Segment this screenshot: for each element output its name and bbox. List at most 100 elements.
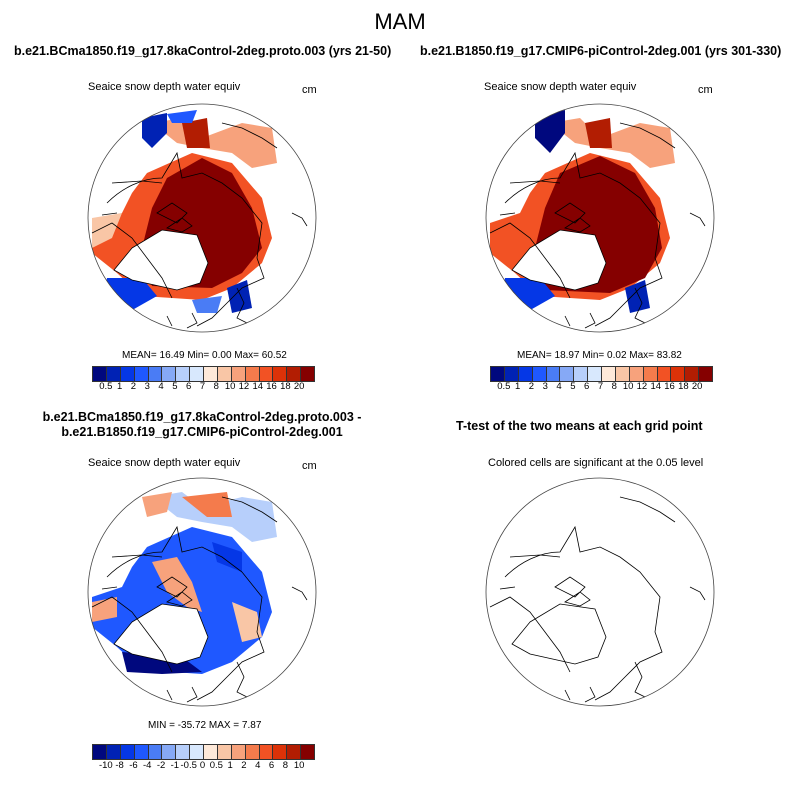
colorbar-swatch bbox=[148, 367, 163, 381]
colorbar-tick-label: 6 bbox=[268, 760, 275, 771]
colorbar-swatch bbox=[106, 367, 121, 381]
colorbar-swatch bbox=[518, 367, 533, 381]
colorbar-swatch bbox=[217, 745, 232, 759]
panel-2-title: b.e21.B1850.f19_g17.CMIP6-piControl-2deg… bbox=[420, 44, 782, 58]
colorbar-tick-label: -10 bbox=[98, 760, 113, 771]
figure-title: MAM bbox=[374, 9, 426, 34]
panel-4-title: T-test of the two means at each grid poi… bbox=[456, 419, 703, 433]
panel-1-stats: MEAN= 16.49 Min= 0.00 Max= 60.52 bbox=[122, 350, 287, 361]
map-panel-4 bbox=[485, 477, 715, 707]
colorbar-swatch bbox=[287, 367, 302, 381]
colorbar-2-labels: 0.5 1 2 3 4 5 6 7 8 10 12 14 16 18 20 bbox=[490, 381, 711, 393]
colorbar-tick-label: 5 bbox=[172, 381, 178, 392]
colorbar-swatch bbox=[217, 367, 232, 381]
colorbar-swatch bbox=[120, 367, 135, 381]
colorbar-tick-label: 8 bbox=[213, 381, 219, 392]
colorbar-tick-label: 2 bbox=[528, 381, 535, 392]
panel-3-stats: MIN = -35.72 MAX = 7.87 bbox=[148, 720, 262, 731]
colorbar-tick-label: 18 bbox=[280, 381, 291, 392]
colorbar-2 bbox=[490, 366, 713, 382]
colorbar-tick-label: 6 bbox=[186, 381, 192, 392]
panel-3-title: b.e21.BCma1850.f19_g17.8kaControl-2deg.p… bbox=[42, 410, 362, 439]
colorbar-swatch bbox=[273, 745, 288, 759]
colorbar-swatch bbox=[273, 367, 288, 381]
colorbar-swatch bbox=[546, 367, 561, 381]
map-panel-1 bbox=[87, 103, 317, 333]
panel-3-units: cm bbox=[302, 460, 317, 472]
map-panel-3 bbox=[87, 477, 317, 707]
panel-2-stats: MEAN= 18.97 Min= 0.02 Max= 83.82 bbox=[517, 350, 682, 361]
colorbar-swatch bbox=[162, 367, 177, 381]
colorbar-swatch bbox=[134, 367, 149, 381]
colorbar-tick-label: -4 bbox=[143, 760, 152, 771]
colorbar-swatch bbox=[176, 367, 191, 381]
colorbar-swatch bbox=[106, 745, 121, 759]
colorbar-swatch bbox=[532, 367, 547, 381]
colorbar-tick-label: -2 bbox=[156, 760, 166, 771]
panel-2-left-string: Seaice snow depth water equiv bbox=[484, 81, 637, 93]
colorbar-swatch bbox=[162, 745, 177, 759]
colorbar-tick-label: 18 bbox=[678, 381, 689, 392]
colorbar-tick-label: 0.5 bbox=[209, 760, 223, 771]
colorbar-swatch bbox=[204, 745, 218, 759]
colorbar-tick-label: 6 bbox=[584, 381, 590, 392]
panel-1-left-string: Seaice snow depth water equiv bbox=[88, 81, 241, 93]
colorbar-tick-label: 12 bbox=[238, 381, 250, 392]
colorbar-tick-label: 10 bbox=[622, 381, 634, 392]
colorbar-tick-label: 10 bbox=[224, 381, 236, 392]
colorbar-swatch bbox=[301, 745, 314, 759]
colorbar-swatch bbox=[643, 367, 658, 381]
colorbar-swatch bbox=[671, 367, 686, 381]
colorbar-1-labels: 0.5 1 2 3 4 5 6 7 8 10 12 14 16 18 20 bbox=[92, 381, 313, 393]
panel-1-title: b.e21.BCma1850.f19_g17.8kaControl-2deg.p… bbox=[14, 44, 392, 58]
colorbar-3 bbox=[92, 744, 315, 760]
colorbar-tick-label: 1 bbox=[227, 760, 233, 771]
colorbar-tick-label: 16 bbox=[664, 381, 675, 392]
colorbar-tick-label: 5 bbox=[570, 381, 576, 392]
colorbar-swatch bbox=[93, 745, 107, 759]
colorbar-tick-label: 1 bbox=[116, 381, 123, 392]
colorbar-tick-label: 4 bbox=[255, 760, 261, 771]
colorbar-tick-label: 14 bbox=[252, 381, 264, 392]
colorbar-swatch bbox=[685, 367, 700, 381]
colorbar-swatch bbox=[176, 745, 191, 759]
colorbar-swatch bbox=[93, 367, 107, 381]
colorbar-swatch bbox=[231, 745, 246, 759]
colorbar-swatch bbox=[588, 367, 602, 381]
colorbar-3-labels: -10 -8 -6 -4 -2 -1 -0.5 0 0.5 1 2 4 6 8 10 bbox=[92, 760, 313, 772]
colorbar-1 bbox=[92, 366, 315, 382]
colorbar-tick-label: 3 bbox=[144, 381, 150, 392]
panel-4-center-string: Colored cells are significant at the 0.0… bbox=[488, 457, 704, 469]
colorbar-tick-label: 12 bbox=[636, 381, 648, 392]
colorbar-swatch bbox=[231, 367, 246, 381]
colorbar-swatch bbox=[699, 367, 712, 381]
panel-2-units: cm bbox=[698, 84, 713, 96]
colorbar-tick-label: 1 bbox=[514, 381, 521, 392]
colorbar-swatch bbox=[148, 745, 163, 759]
colorbar-tick-label: 8 bbox=[282, 760, 289, 771]
panel-1-units: cm bbox=[302, 84, 317, 96]
colorbar-tick-label: 20 bbox=[691, 381, 703, 392]
colorbar-tick-label: -8 bbox=[115, 760, 124, 771]
colorbar-swatch bbox=[615, 367, 630, 381]
colorbar-swatch bbox=[287, 745, 302, 759]
colorbar-swatch bbox=[120, 745, 135, 759]
colorbar-tick-label: -6 bbox=[129, 760, 138, 771]
colorbar-tick-label: 10 bbox=[293, 760, 305, 771]
colorbar-tick-label: 4 bbox=[158, 381, 164, 392]
colorbar-swatch bbox=[574, 367, 589, 381]
colorbar-swatch bbox=[204, 367, 218, 381]
panel-3-left-string: Seaice snow depth water equiv bbox=[88, 457, 241, 469]
colorbar-tick-label: 14 bbox=[650, 381, 662, 392]
colorbar-tick-label: 7 bbox=[199, 381, 206, 392]
colorbar-swatch bbox=[491, 367, 505, 381]
colorbar-swatch bbox=[629, 367, 644, 381]
colorbar-swatch bbox=[245, 745, 260, 759]
colorbar-tick-label: 3 bbox=[542, 381, 548, 392]
colorbar-swatch bbox=[245, 367, 260, 381]
colorbar-tick-label: -1 bbox=[170, 760, 180, 771]
colorbar-swatch bbox=[190, 745, 204, 759]
colorbar-tick-label: 8 bbox=[611, 381, 617, 392]
